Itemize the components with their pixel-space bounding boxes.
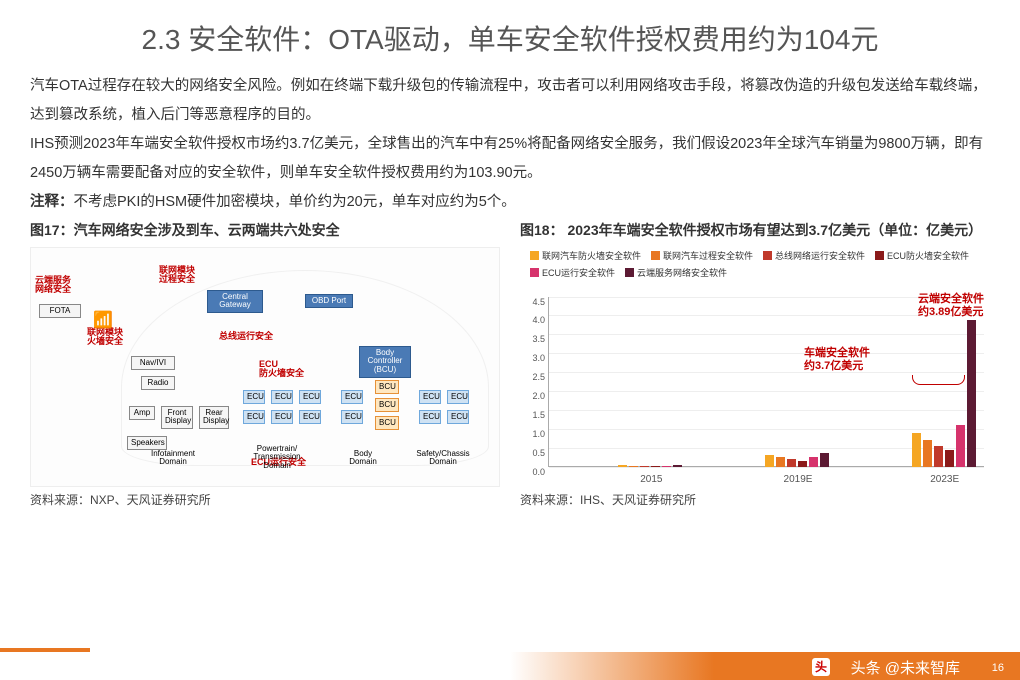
bar bbox=[662, 466, 671, 467]
note-label: 注释： bbox=[30, 194, 74, 210]
note-text: 不考虑PKI的HSM硬件加密模块，单价约为20元，单车对应约为5个。 bbox=[74, 194, 516, 210]
legend-item: ECU运行安全软件 bbox=[530, 266, 615, 279]
source-icon: 头 bbox=[812, 658, 830, 676]
node-gateway: CentralGateway bbox=[207, 290, 263, 314]
node-obd: OBD Port bbox=[305, 294, 353, 309]
node-ecu: ECU bbox=[299, 410, 321, 424]
node-ecu: ECU bbox=[243, 390, 265, 404]
annot-car: 车端安全软件约3.7亿美元 bbox=[804, 347, 870, 373]
bar bbox=[923, 440, 932, 466]
figure-18: 图18： 2023年车端安全软件授权市场有望达到3.7亿美元（单位：亿美元） 联… bbox=[520, 221, 990, 508]
bar bbox=[820, 453, 829, 466]
bar bbox=[934, 446, 943, 467]
fig17-diagram: 云端服务网络安全 联网模块火墙安全 联网模块过程安全 总线运行安全 ECU防火墙… bbox=[30, 247, 500, 487]
note: 注释：不考虑PKI的HSM硬件加密模块，单价约为20元，单车对应约为5个。 bbox=[30, 188, 990, 217]
bar bbox=[956, 425, 965, 467]
label-ecu-fw: ECU防火墙安全 bbox=[259, 360, 304, 380]
node-ecu: ECU bbox=[299, 390, 321, 404]
label-module-fw: 联网模块火墙安全 bbox=[87, 328, 123, 348]
domain-3: BodyDomain bbox=[341, 448, 385, 470]
node-front: FrontDisplay bbox=[161, 406, 193, 430]
bar bbox=[629, 466, 638, 467]
body-text: 汽车OTA过程存在较大的网络安全风险。例如在终端下载升级包的传输流程中，攻击者可… bbox=[0, 72, 1020, 217]
legend-item: 云端服务网络安全软件 bbox=[625, 266, 727, 279]
node-ecu: ECU bbox=[341, 410, 363, 424]
bar bbox=[618, 465, 627, 467]
fig18-source: 资料来源：IHS、天风证券研究所 bbox=[520, 491, 990, 508]
node-ecu: ECU bbox=[341, 390, 363, 404]
legend: 联网汽车防火墙安全软件联网汽车过程安全软件总线网络运行安全软件 ECU防火墙安全软… bbox=[520, 247, 990, 285]
bar-group bbox=[618, 465, 682, 467]
paragraph-2: IHS预测2023年车端安全软件授权市场约3.7亿美元，全球售出的汽车中有25%… bbox=[30, 130, 990, 188]
node-ecu: ECU bbox=[419, 390, 441, 404]
node-rear: RearDisplay bbox=[199, 406, 229, 430]
node-nav: Nav/IVI bbox=[131, 356, 175, 371]
domain-2: Powertrain/TransmissionDomain bbox=[243, 443, 311, 473]
legend-item: ECU防火墙安全软件 bbox=[875, 249, 969, 262]
wifi-icon: 📶 bbox=[93, 310, 113, 330]
figure-17: 图17：汽车网络安全涉及到车、云两端共六处安全 云端服务网络安全 联网模块火墙安… bbox=[30, 221, 500, 508]
bar bbox=[673, 465, 682, 466]
fig18-chart: 联网汽车防火墙安全软件联网汽车过程安全软件总线网络运行安全软件 ECU防火墙安全软… bbox=[520, 247, 990, 487]
legend-item: 联网汽车过程安全软件 bbox=[651, 249, 753, 262]
bar bbox=[912, 433, 921, 467]
bar bbox=[765, 455, 774, 466]
accent-strip-left bbox=[0, 648, 90, 652]
brace bbox=[912, 375, 965, 385]
paragraph-1: 汽车OTA过程存在较大的网络安全风险。例如在终端下载升级包的传输流程中，攻击者可… bbox=[30, 72, 990, 130]
node-amp: Amp bbox=[129, 406, 155, 421]
bar bbox=[809, 457, 818, 466]
bar bbox=[640, 466, 649, 467]
label-module: 联网模块过程安全 bbox=[159, 266, 195, 286]
watermark: 头条 @未来智库 bbox=[851, 657, 960, 678]
page-title: 2.3 安全软件：OTA驱动，单车安全软件授权费用约为104元 bbox=[0, 0, 1020, 72]
bar bbox=[798, 461, 807, 467]
bar bbox=[945, 450, 954, 467]
node-ecu: ECU bbox=[447, 390, 469, 404]
node-ecu: ECU bbox=[271, 390, 293, 404]
node-body: BodyController(BCU) bbox=[359, 346, 411, 378]
node-radio: Radio bbox=[141, 376, 175, 391]
fig18-title: 图18： 2023年车端安全软件授权市场有望达到3.7亿美元（单位：亿美元） bbox=[520, 221, 990, 241]
label-bus: 总线运行安全 bbox=[219, 332, 273, 342]
bar bbox=[787, 459, 796, 467]
legend-item: 总线网络运行安全软件 bbox=[763, 249, 865, 262]
fig17-source: 资料来源：NXP、天风证券研究所 bbox=[30, 491, 500, 508]
node-bcu: BCU bbox=[375, 398, 399, 413]
bar bbox=[776, 457, 785, 466]
x-label: 2023E bbox=[930, 474, 959, 485]
node-ecu: ECU bbox=[419, 410, 441, 424]
node-ecu: ECU bbox=[447, 410, 469, 424]
page-number: 16 bbox=[992, 662, 1004, 674]
domain-4: Safety/ChassisDomain bbox=[409, 448, 477, 470]
bar-group bbox=[765, 453, 829, 466]
node-bcu: BCU bbox=[375, 380, 399, 395]
x-label: 2015 bbox=[640, 474, 662, 485]
bar-group bbox=[912, 320, 976, 467]
node-fota: FOTA bbox=[39, 304, 81, 319]
node-ecu: ECU bbox=[271, 410, 293, 424]
label-cloud: 云端服务网络安全 bbox=[35, 276, 71, 296]
bar bbox=[967, 320, 976, 467]
node-bcu: BCU bbox=[375, 416, 399, 431]
fig17-title: 图17：汽车网络安全涉及到车、云两端共六处安全 bbox=[30, 221, 500, 241]
x-label: 2019E bbox=[784, 474, 813, 485]
domain-1: InfotainmentDomain bbox=[143, 448, 203, 470]
bar bbox=[651, 466, 660, 467]
node-ecu: ECU bbox=[243, 410, 265, 424]
annot-cloud: 云端安全软件约3.89亿美元 bbox=[918, 293, 984, 319]
legend-item: 联网汽车防火墙安全软件 bbox=[530, 249, 641, 262]
